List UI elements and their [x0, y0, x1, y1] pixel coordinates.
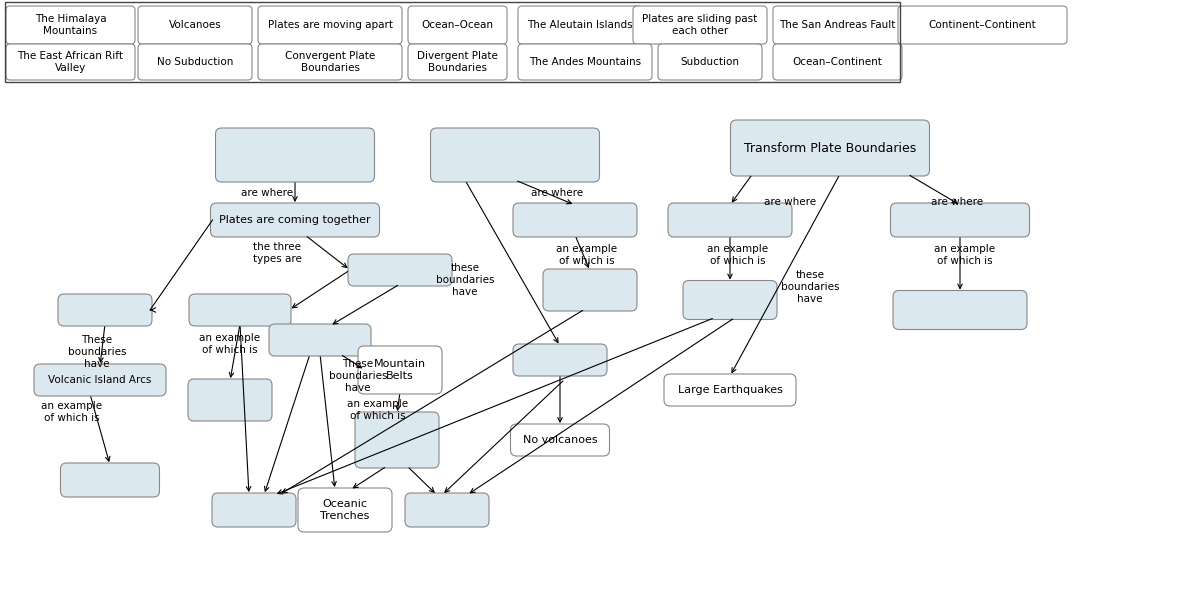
- FancyBboxPatch shape: [431, 128, 599, 182]
- Text: an example
of which is: an example of which is: [199, 333, 260, 355]
- Text: These
boundaries
have: These boundaries have: [328, 359, 387, 393]
- FancyBboxPatch shape: [358, 346, 442, 394]
- FancyBboxPatch shape: [61, 463, 160, 497]
- FancyBboxPatch shape: [518, 6, 642, 44]
- FancyBboxPatch shape: [210, 203, 380, 237]
- FancyBboxPatch shape: [683, 280, 777, 319]
- Text: are where: are where: [931, 197, 984, 207]
- Text: Ocean–Ocean: Ocean–Ocean: [421, 20, 493, 30]
- Text: These
boundaries
have: These boundaries have: [68, 335, 127, 368]
- Text: No volcanoes: No volcanoes: [523, 435, 597, 445]
- FancyBboxPatch shape: [773, 6, 901, 44]
- FancyBboxPatch shape: [187, 379, 272, 421]
- FancyBboxPatch shape: [405, 493, 490, 527]
- Text: an example
of which is: an example of which is: [707, 244, 769, 266]
- Text: an example
of which is: an example of which is: [42, 401, 103, 423]
- FancyBboxPatch shape: [513, 344, 607, 376]
- Text: Volcanic Island Arcs: Volcanic Island Arcs: [48, 375, 152, 385]
- FancyBboxPatch shape: [215, 128, 375, 182]
- FancyBboxPatch shape: [511, 424, 609, 456]
- FancyBboxPatch shape: [355, 412, 439, 468]
- FancyBboxPatch shape: [6, 6, 135, 44]
- FancyBboxPatch shape: [518, 44, 652, 80]
- Text: are where: are where: [764, 197, 816, 207]
- FancyBboxPatch shape: [543, 269, 638, 311]
- Text: No Subduction: No Subduction: [156, 57, 233, 67]
- Text: The Andes Mountains: The Andes Mountains: [529, 57, 641, 67]
- Text: Plates are sliding past
each other: Plates are sliding past each other: [642, 14, 758, 36]
- FancyBboxPatch shape: [258, 6, 402, 44]
- Text: Plates are coming together: Plates are coming together: [220, 215, 371, 225]
- FancyBboxPatch shape: [658, 44, 762, 80]
- FancyBboxPatch shape: [893, 291, 1027, 329]
- FancyBboxPatch shape: [513, 203, 638, 237]
- FancyBboxPatch shape: [633, 6, 767, 44]
- Text: The San Andreas Fault: The San Andreas Fault: [780, 20, 896, 30]
- FancyBboxPatch shape: [139, 6, 252, 44]
- FancyBboxPatch shape: [258, 44, 402, 80]
- FancyBboxPatch shape: [213, 493, 296, 527]
- FancyBboxPatch shape: [33, 364, 166, 396]
- Text: The Aleutain Islands: The Aleutain Islands: [528, 20, 633, 30]
- Text: an example
of which is: an example of which is: [935, 244, 996, 266]
- FancyBboxPatch shape: [891, 203, 1029, 237]
- FancyBboxPatch shape: [298, 488, 392, 532]
- Text: the three
types are: the three types are: [253, 242, 301, 264]
- Text: Divergent Plate
Boundaries: Divergent Plate Boundaries: [417, 51, 498, 73]
- Text: Transform Plate Boundaries: Transform Plate Boundaries: [744, 142, 916, 154]
- Text: are where: are where: [531, 188, 583, 197]
- FancyBboxPatch shape: [347, 254, 453, 286]
- FancyBboxPatch shape: [6, 44, 135, 80]
- Text: Large Earthquakes: Large Earthquakes: [677, 385, 782, 395]
- FancyBboxPatch shape: [773, 44, 901, 80]
- Text: Convergent Plate
Boundaries: Convergent Plate Boundaries: [285, 51, 375, 73]
- Text: Subduction: Subduction: [681, 57, 739, 67]
- FancyBboxPatch shape: [731, 120, 929, 176]
- FancyBboxPatch shape: [139, 44, 252, 80]
- Text: Oceanic
Trenches: Oceanic Trenches: [320, 499, 370, 521]
- Text: Volcanoes: Volcanoes: [168, 20, 221, 30]
- FancyBboxPatch shape: [667, 203, 792, 237]
- FancyBboxPatch shape: [189, 294, 291, 326]
- Text: these
boundaries
have: these boundaries have: [436, 263, 494, 297]
- FancyBboxPatch shape: [269, 324, 371, 356]
- Text: Continent–Continent: Continent–Continent: [929, 20, 1036, 30]
- Text: are where: are where: [241, 188, 293, 197]
- Text: The East African Rift
Valley: The East African Rift Valley: [18, 51, 123, 73]
- FancyBboxPatch shape: [898, 6, 1067, 44]
- FancyBboxPatch shape: [408, 6, 507, 44]
- Text: Plates are moving apart: Plates are moving apart: [267, 20, 393, 30]
- FancyBboxPatch shape: [59, 294, 152, 326]
- FancyBboxPatch shape: [664, 374, 796, 406]
- FancyBboxPatch shape: [408, 44, 507, 80]
- Text: these
boundaries
have: these boundaries have: [781, 270, 839, 304]
- Text: Ocean–Continent: Ocean–Continent: [793, 57, 882, 67]
- Text: Mountain
Belts: Mountain Belts: [374, 359, 426, 381]
- Text: an example
of which is: an example of which is: [556, 244, 617, 266]
- Text: The Himalaya
Mountains: The Himalaya Mountains: [35, 14, 106, 36]
- Text: an example
of which is: an example of which is: [347, 399, 408, 421]
